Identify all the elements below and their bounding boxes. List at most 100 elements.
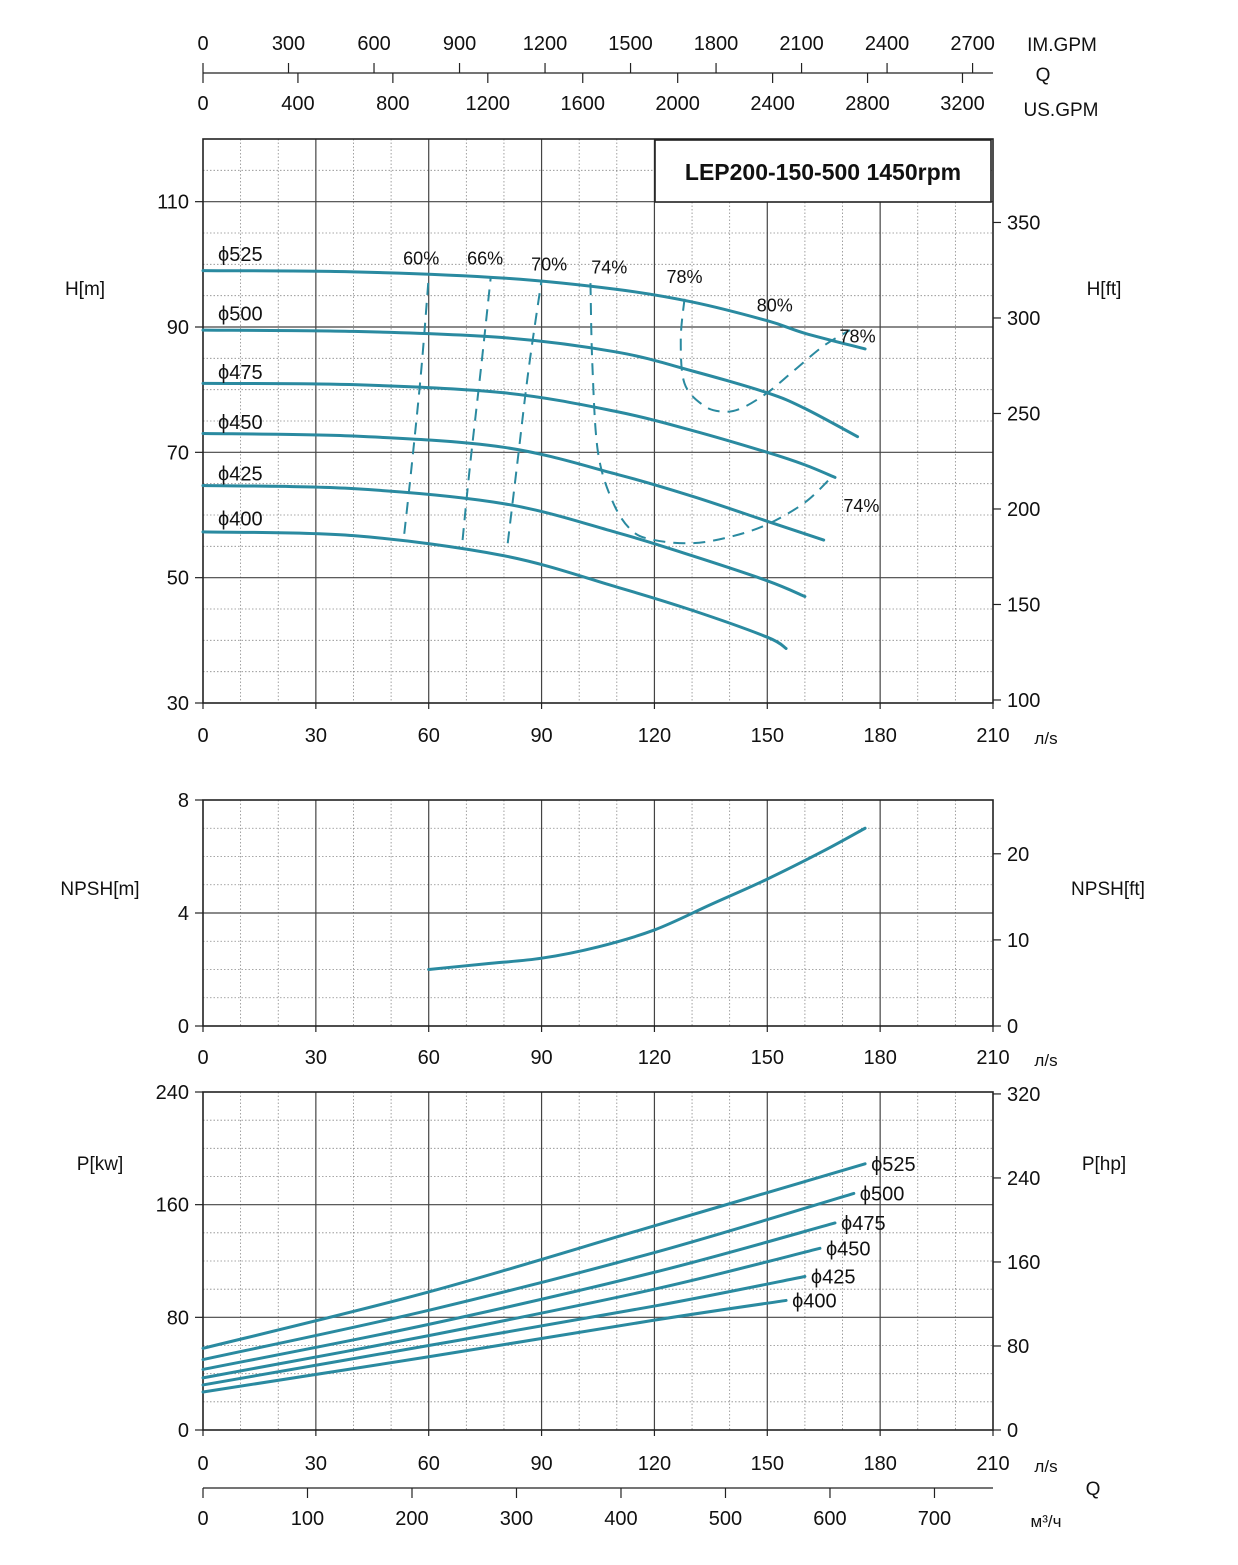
- efficiency-label: 80%: [757, 295, 793, 315]
- power-x-tick-label: 30: [305, 1453, 327, 1475]
- npsh-y-axis-title: NPSH[m]: [60, 879, 139, 900]
- m3h-tick-label: 0: [197, 1508, 208, 1530]
- power-x-tick-label: 60: [418, 1453, 440, 1475]
- head-series-curve-2: [201, 381, 837, 479]
- npsh-y-tick-label: 0: [178, 1016, 189, 1038]
- m3h-tick-label: 100: [291, 1508, 324, 1530]
- power-y-right-tick-label: 320: [1007, 1084, 1040, 1106]
- im-gpm-unit-label: IM.GPM: [1027, 35, 1097, 56]
- top-q-label: Q: [1036, 65, 1051, 86]
- im-gpm-tick-label: 1200: [523, 33, 568, 55]
- impeller-diameter-label: ϕ525: [218, 244, 263, 266]
- head-y-right-tick-label: 250: [1007, 403, 1040, 425]
- im-gpm-tick-label: 300: [272, 33, 305, 55]
- head-series-curve-1: [201, 328, 860, 439]
- head-x-tick-label: 0: [197, 725, 208, 747]
- power-y-right-tick-label: 240: [1007, 1168, 1040, 1190]
- power-curve-label: ϕ475: [841, 1213, 886, 1235]
- power-series-curve-0: [201, 1162, 867, 1350]
- m3h-tick-label: 600: [813, 1508, 846, 1530]
- head-y-axis-title: H[m]: [65, 279, 105, 300]
- head-y-right-tick-label: 200: [1007, 499, 1040, 521]
- power-x-tick-label: 210: [976, 1453, 1009, 1475]
- im-gpm-tick-label: 600: [357, 33, 390, 55]
- m3h-tick-label: 200: [395, 1508, 428, 1530]
- power-x-tick-label: 90: [530, 1453, 552, 1475]
- npsh-y-tick-label: 8: [178, 790, 189, 812]
- npsh-y-tick-label: 4: [178, 903, 189, 925]
- im-gpm-tick-label: 1800: [694, 33, 739, 55]
- head-x-tick-label: 150: [751, 725, 784, 747]
- impeller-diameter-label: ϕ400: [218, 509, 263, 531]
- im-gpm-tick-label: 0: [197, 33, 208, 55]
- head-x-unit-label: л/s: [1034, 729, 1057, 748]
- efficiency-label: 78%: [840, 327, 876, 347]
- im-gpm-tick-label: 900: [443, 33, 476, 55]
- efficiency-curve-2: [506, 279, 543, 544]
- head-x-tick-label: 180: [863, 725, 896, 747]
- head-series-curve-3: [201, 432, 826, 542]
- impeller-diameter-label: ϕ500: [218, 304, 263, 326]
- us-gpm-tick-label: 0: [197, 93, 208, 115]
- impeller-diameter-label: ϕ425: [218, 464, 263, 486]
- head-y-right-tick-label: 300: [1007, 308, 1040, 330]
- npsh-x-tick-label: 90: [530, 1047, 552, 1069]
- impeller-diameter-label: ϕ450: [218, 412, 263, 434]
- us-gpm-tick-label: 1200: [466, 93, 511, 115]
- m3h-unit-label: м³/ч: [1031, 1512, 1062, 1531]
- efficiency-label: 70%: [531, 255, 567, 275]
- efficiency-curve-0: [403, 276, 430, 534]
- npsh-x-tick-label: 60: [418, 1047, 440, 1069]
- power-y-right-tick-label: 160: [1007, 1252, 1040, 1274]
- im-gpm-tick-label: 2700: [950, 33, 995, 55]
- us-gpm-tick-label: 2400: [750, 93, 795, 115]
- head-series-curve-5: [201, 530, 788, 650]
- efficiency-label: 66%: [467, 248, 503, 268]
- power-curve-label: ϕ450: [826, 1238, 871, 1260]
- power-x-tick-label: 120: [638, 1453, 671, 1475]
- npsh-y-right-tick-label: 20: [1007, 844, 1029, 866]
- power-curve-label: ϕ500: [860, 1183, 905, 1205]
- head-y-tick-label: 50: [167, 568, 189, 590]
- power-curve-label: ϕ425: [811, 1266, 856, 1288]
- power-x-tick-label: 0: [197, 1453, 208, 1475]
- power-x-unit-label: л/s: [1034, 1457, 1057, 1476]
- npsh-series-curve-0: [427, 826, 867, 971]
- us-gpm-tick-label: 400: [281, 93, 314, 115]
- im-gpm-tick-label: 2100: [779, 33, 824, 55]
- power-series-curve-5: [201, 1298, 788, 1394]
- im-gpm-tick-label: 2400: [865, 33, 910, 55]
- curves-layer: [201, 269, 867, 1394]
- bottom-q-label: Q: [1086, 1479, 1101, 1500]
- head-y-right-tick-label: 350: [1007, 212, 1040, 234]
- npsh-x-unit-label: л/s: [1034, 1051, 1057, 1070]
- us-gpm-tick-label: 3200: [940, 93, 985, 115]
- page-title: LEP200-150-500 1450rpm: [685, 159, 961, 185]
- im-gpm-tick-label: 1500: [608, 33, 653, 55]
- head-x-tick-label: 210: [976, 725, 1009, 747]
- power-y-axis-title: P[kw]: [77, 1154, 123, 1175]
- npsh-x-tick-label: 180: [863, 1047, 896, 1069]
- power-x-tick-label: 180: [863, 1453, 896, 1475]
- m3h-tick-label: 400: [604, 1508, 637, 1530]
- us-gpm-tick-label: 2000: [655, 93, 700, 115]
- head-x-tick-label: 30: [305, 725, 327, 747]
- head-y-right-axis-title: H[ft]: [1087, 279, 1122, 300]
- npsh-y-right-tick-label: 10: [1007, 930, 1029, 952]
- npsh-x-tick-label: 150: [751, 1047, 784, 1069]
- us-gpm-unit-label: US.GPM: [1024, 100, 1099, 121]
- power-y-tick-label: 240: [156, 1082, 189, 1104]
- npsh-x-tick-label: 30: [305, 1047, 327, 1069]
- head-y-tick-label: 70: [167, 442, 189, 464]
- power-y-tick-label: 0: [178, 1420, 189, 1442]
- head-series-curve-0: [201, 269, 867, 351]
- m3h-tick-label: 300: [500, 1508, 533, 1530]
- m3h-tick-label: 500: [709, 1508, 742, 1530]
- head-plot-frame: [202, 138, 994, 704]
- m3h-tick-label: 700: [918, 1508, 951, 1530]
- power-plot-frame: [202, 1091, 994, 1431]
- npsh-x-tick-label: 210: [976, 1047, 1009, 1069]
- head-x-tick-label: 60: [418, 725, 440, 747]
- efficiency-curve-1: [461, 276, 492, 541]
